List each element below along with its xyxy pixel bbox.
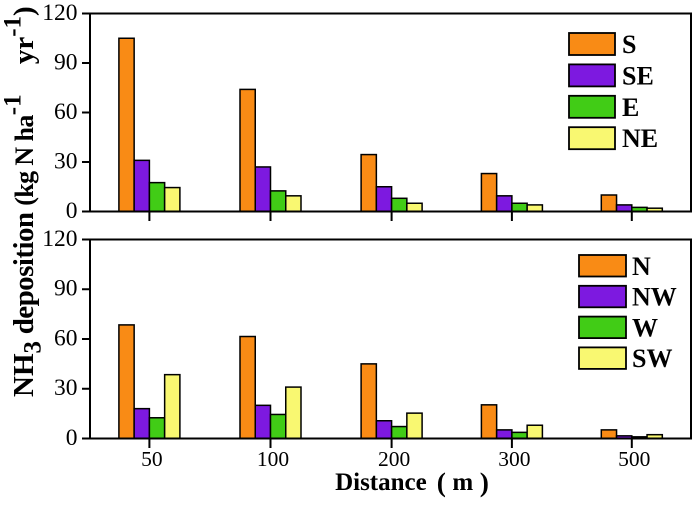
svg-text:0: 0: [66, 198, 78, 224]
svg-text:100: 100: [257, 447, 289, 471]
svg-text:90: 90: [54, 276, 78, 302]
svg-text:30: 30: [54, 375, 78, 401]
svg-text:60: 60: [54, 325, 78, 351]
svg-text:NE: NE: [622, 124, 658, 153]
svg-text:90: 90: [54, 49, 78, 75]
svg-text:120: 120: [42, 226, 77, 252]
svg-text:120: 120: [42, 0, 77, 26]
svg-text:SE: SE: [622, 61, 654, 90]
svg-text:60: 60: [54, 99, 78, 125]
svg-text:S: S: [622, 30, 636, 59]
svg-text:30: 30: [54, 148, 78, 174]
svg-text:SW: SW: [632, 344, 672, 373]
svg-text:0: 0: [66, 425, 78, 451]
svg-text:500: 500: [618, 447, 650, 471]
svg-text:N: N: [632, 252, 651, 281]
svg-text:50: 50: [141, 447, 163, 471]
svg-text:E: E: [622, 93, 639, 122]
svg-text:200: 200: [378, 447, 410, 471]
svg-text:NW: NW: [632, 283, 677, 312]
svg-text:W: W: [632, 313, 658, 342]
svg-text:300: 300: [498, 447, 530, 471]
